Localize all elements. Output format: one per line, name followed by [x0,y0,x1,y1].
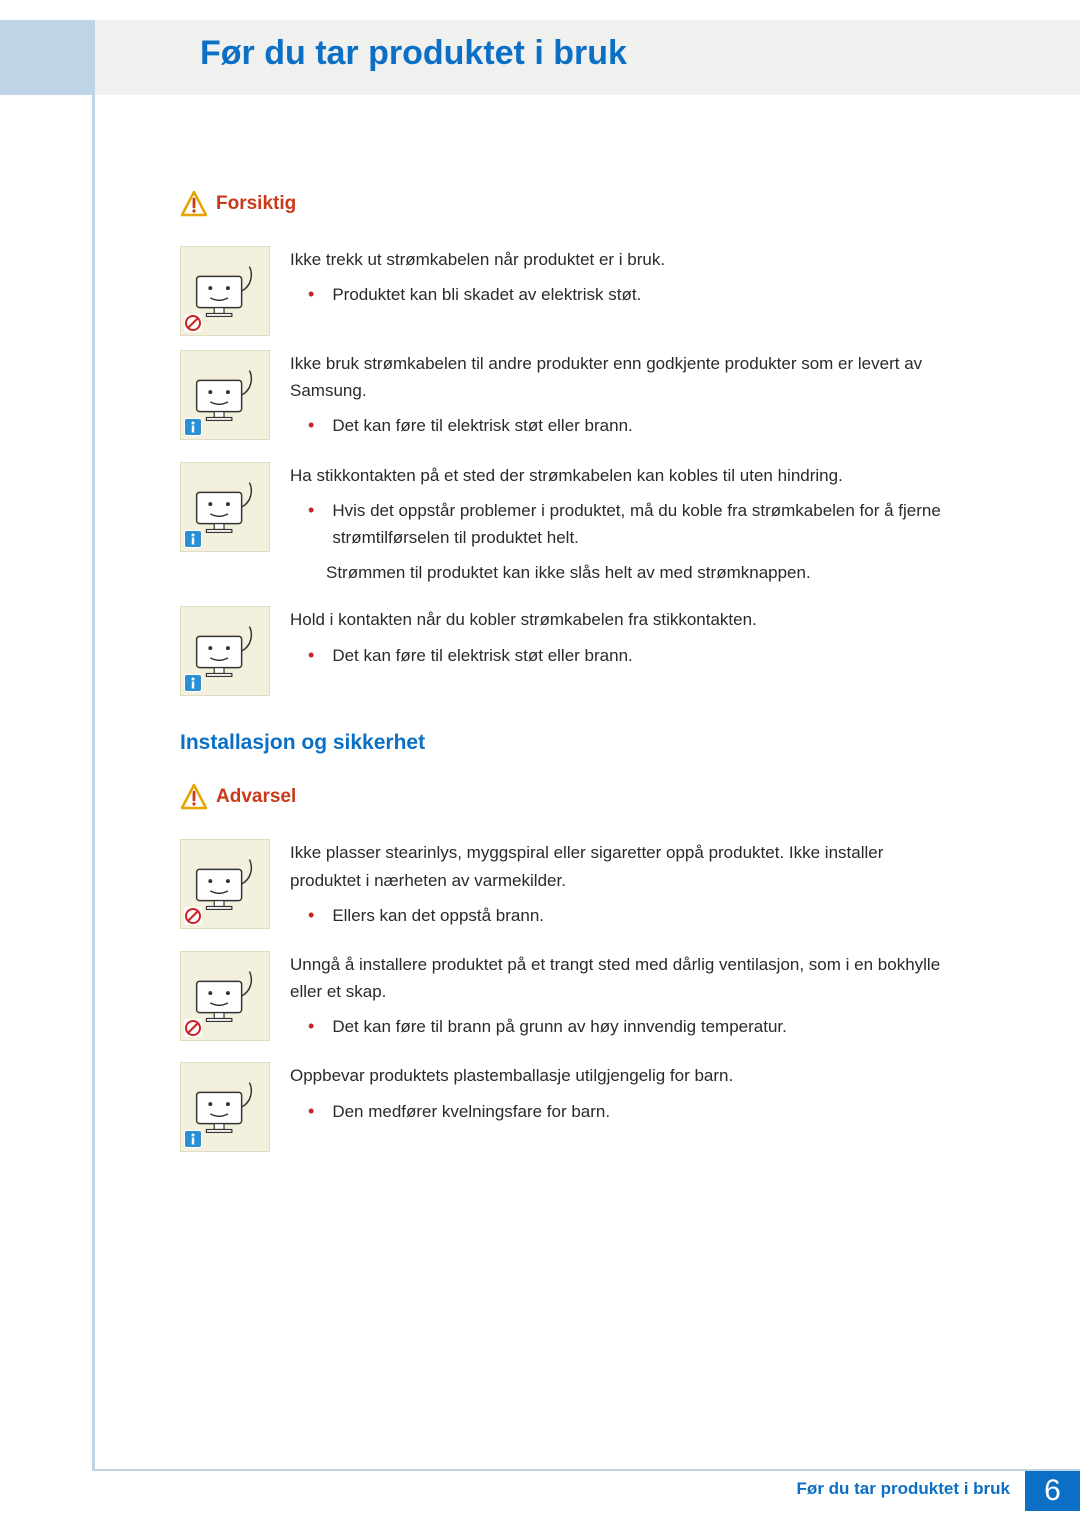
instruction-main: Unngå å installere produktet på et trang… [290,951,950,1005]
instruction-item: Ikke trekk ut strømkabelen når produktet… [180,246,950,336]
instruction-icon [180,462,270,552]
instruction-item: Ha stikkontakten på et sted der strømkab… [180,462,950,593]
instruction-icon [180,246,270,336]
instruction-item: Unngå å installere produktet på et trang… [180,951,950,1049]
caution-triangle-icon [180,190,208,218]
left-stripe [92,95,95,1469]
instruction-icon [180,606,270,696]
instruction-main: Ikke bruk strømkabelen til andre produkt… [290,350,950,404]
instruction-sub-text: Hvis det oppstår problemer i produktet, … [332,497,950,551]
instruction-body: Ha stikkontakten på et sted der strømkab… [290,462,950,593]
instruction-body: Unngå å installere produktet på et trang… [290,951,950,1049]
instruction-main: Oppbevar produktets plastemballasje util… [290,1062,950,1089]
bullet-icon: • [308,497,314,551]
footer-line [92,1469,1080,1471]
instruction-icon [180,350,270,440]
instruction-icon [180,951,270,1041]
warning-header: Forsiktig [180,190,950,218]
page-title: Før du tar produktet i bruk [200,34,627,73]
instruction-body: Ikke bruk strømkabelen til andre produkt… [290,350,950,448]
instruction-sub-text: Det kan føre til brann på grunn av høy i… [332,1013,787,1040]
instruction-item: Oppbevar produktets plastemballasje util… [180,1062,950,1152]
prohibit-icon [184,907,202,925]
bullet-icon: • [308,1013,314,1040]
instruction-sub: • Hvis det oppstår problemer i produktet,… [290,497,950,551]
instruction-sub: • Den medfører kvelningsfare for barn. [290,1098,950,1125]
warning-header: Advarsel [180,783,950,811]
instruction-sub-text: Den medfører kvelningsfare for barn. [332,1098,610,1125]
instruction-main: Ikke plasser stearinlys, myggspiral elle… [290,839,950,893]
instruction-sub: • Ellers kan det oppstå brann. [290,902,950,929]
instruction-sub-text: Det kan føre til elektrisk støt eller br… [332,412,632,439]
instruction-item: Hold i kontakten når du kobler strømkabe… [180,606,950,696]
caution-triangle-icon [180,190,208,218]
page-number-badge: 6 [1025,1471,1080,1511]
section-title: Installasjon og sikkerhet [180,731,950,755]
info-icon [184,674,202,692]
instruction-item: Ikke bruk strømkabelen til andre produkt… [180,350,950,448]
content-area: Forsiktig Ikke trekk ut strømkabelen når… [180,190,950,1166]
instruction-main: Ha stikkontakten på et sted der strømkab… [290,462,950,489]
prohibit-icon [184,314,202,332]
instruction-body: Hold i kontakten når du kobler strømkabe… [290,606,950,676]
instruction-main: Ikke trekk ut strømkabelen når produktet… [290,246,950,273]
bullet-icon: • [308,1098,314,1125]
info-icon [184,418,202,436]
instruction-body: Oppbevar produktets plastemballasje util… [290,1062,950,1132]
instruction-sub: • Det kan føre til brann på grunn av høy … [290,1013,950,1040]
instruction-sub: • Det kan føre til elektrisk støt eller b… [290,412,950,439]
bullet-icon: • [308,281,314,308]
instruction-extra: Strømmen til produktet kan ikke slås hel… [290,559,950,586]
warning-label: Forsiktig [216,193,296,215]
bullet-icon: • [308,642,314,669]
info-icon [184,530,202,548]
instruction-sub-text: Produktet kan bli skadet av elektrisk st… [332,281,641,308]
info-icon [184,1130,202,1148]
instruction-body: Ikke plasser stearinlys, myggspiral elle… [290,839,950,937]
prohibit-icon [184,1019,202,1037]
bullet-icon: • [308,902,314,929]
instruction-main: Hold i kontakten når du kobler strømkabe… [290,606,950,633]
footer: Før du tar produktet i bruk 6 [0,1469,1080,1509]
instruction-sub-text: Ellers kan det oppstå brann. [332,902,544,929]
instruction-icon [180,839,270,929]
instruction-sub-text: Det kan føre til elektrisk støt eller br… [332,642,632,669]
instruction-body: Ikke trekk ut strømkabelen når produktet… [290,246,950,316]
instruction-item: Ikke plasser stearinlys, myggspiral elle… [180,839,950,937]
instruction-icon [180,1062,270,1152]
caution-triangle-icon [180,783,208,811]
warning-label: Advarsel [216,786,296,808]
bullet-icon: • [308,412,314,439]
instruction-sub: • Produktet kan bli skadet av elektrisk s… [290,281,950,308]
caution-triangle-icon [180,783,208,811]
instruction-sub: • Det kan føre til elektrisk støt eller b… [290,642,950,669]
header-bar: Før du tar produktet i bruk [0,20,1080,95]
footer-text: Før du tar produktet i bruk [797,1479,1010,1499]
